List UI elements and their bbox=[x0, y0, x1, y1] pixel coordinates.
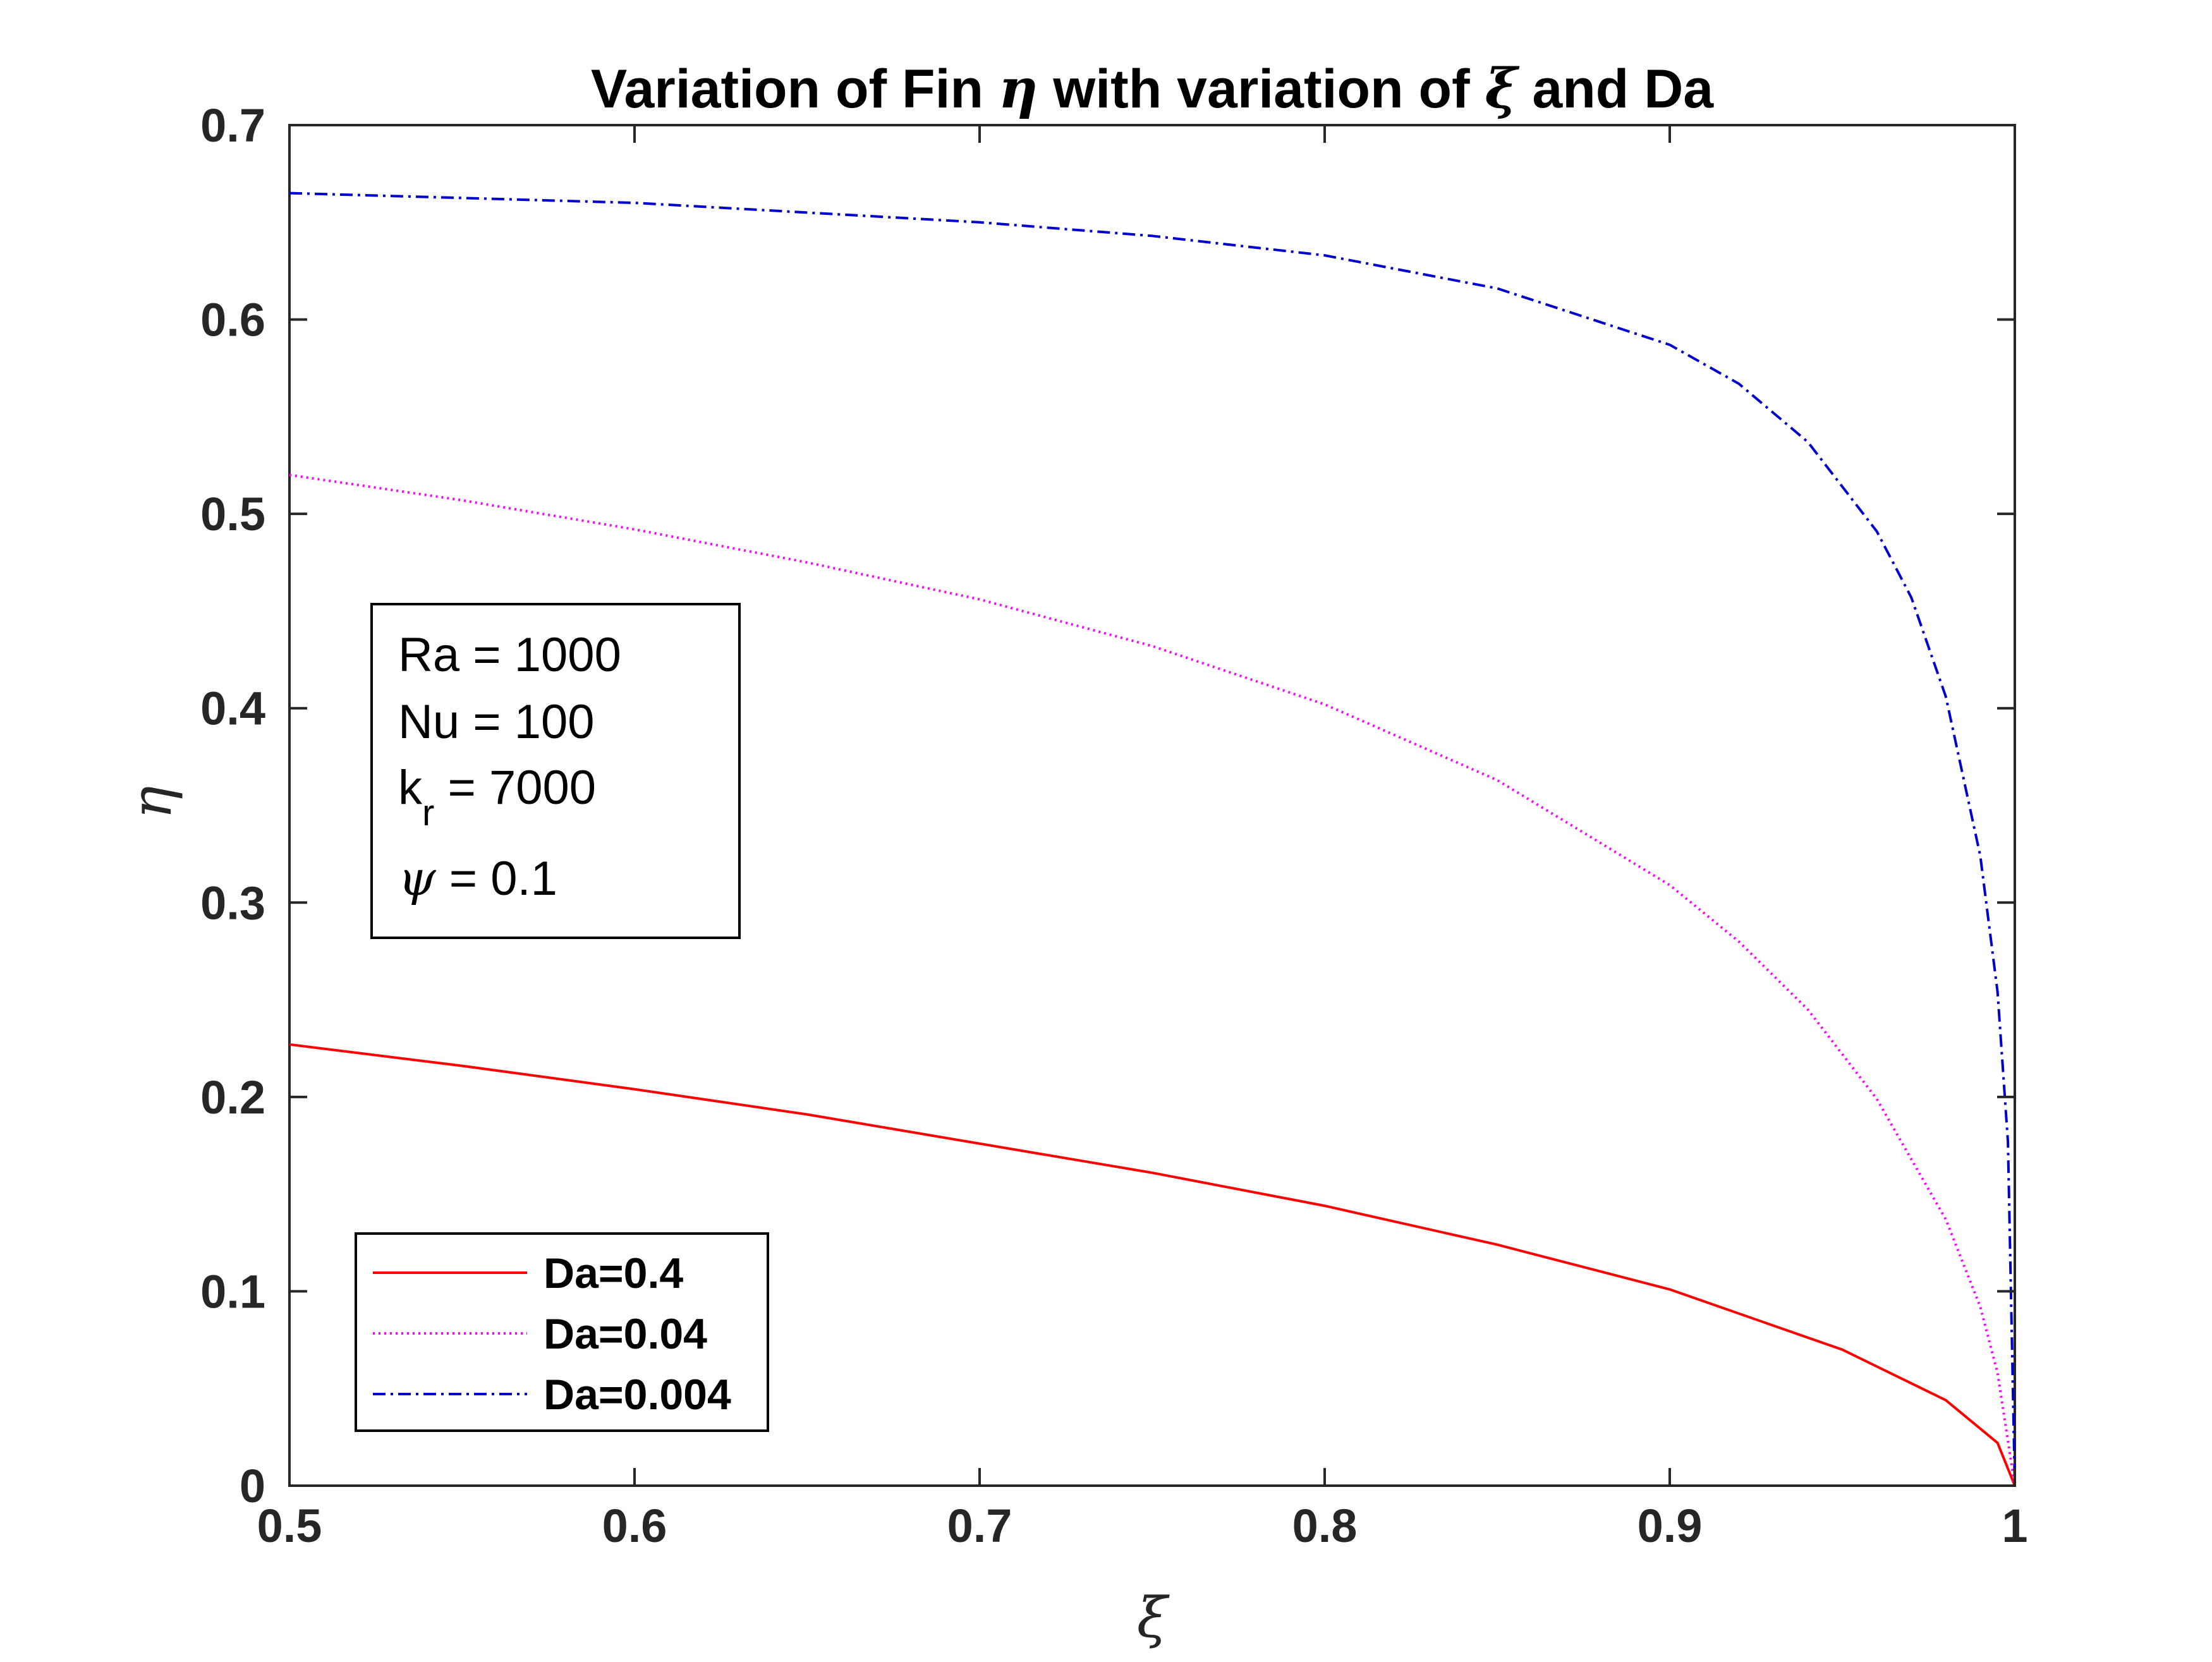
x-tick-label: 0.5 bbox=[257, 1500, 322, 1552]
y-tick-label: 0.3 bbox=[200, 876, 265, 929]
annotation-frame bbox=[370, 603, 741, 939]
annotation-psi: ψ = 0.1 bbox=[398, 850, 557, 906]
tick-layer: 0.5 0.6 0.7 0.8 0.9 1 0 0.1 0.2 0.3 0.4 0.5 0.6 0.7 bbox=[200, 99, 2027, 1552]
legend-label-da-0.04: Da=0.04 bbox=[544, 1310, 707, 1358]
legend-label-da-0.4: Da=0.4 bbox=[544, 1249, 683, 1297]
series-line-da-0.004 bbox=[289, 191, 2016, 1486]
x-axis-label: ξ bbox=[1137, 1585, 1170, 1650]
legend: Da=0.4 Da=0.04 Da=0.004 bbox=[355, 1232, 769, 1432]
legend-label-da-0.004: Da=0.004 bbox=[544, 1371, 731, 1419]
series-layer bbox=[289, 191, 2016, 1486]
annotation-nu: Nu = 100 bbox=[398, 695, 595, 749]
chart-title: Variation of Fin η with variation of ξ a… bbox=[591, 57, 1714, 121]
y-axis-label: η bbox=[119, 786, 184, 820]
y-tick-label: 0.1 bbox=[200, 1265, 265, 1318]
y-tick-label: 0.4 bbox=[200, 682, 265, 735]
annotation-ra: Ra = 1000 bbox=[398, 628, 621, 682]
annotation-box: Ra = 1000 Nu = 100 kr = 7000 ψ = 0.1 bbox=[370, 603, 741, 939]
x-tick-label: 0.8 bbox=[1292, 1500, 1358, 1552]
title-xi-symbol: ξ bbox=[1485, 57, 1520, 121]
series-line-da-0.4 bbox=[289, 1043, 2016, 1486]
y-tick-label: 0.7 bbox=[200, 99, 265, 152]
x-tick-label: 1 bbox=[2002, 1500, 2027, 1552]
y-tick-label: 0.5 bbox=[200, 488, 265, 540]
y-tick-label: 0.2 bbox=[200, 1071, 265, 1124]
x-tick-label: 0.9 bbox=[1638, 1500, 1703, 1552]
x-tick-label: 0.6 bbox=[602, 1500, 667, 1552]
y-tick-label: 0.6 bbox=[200, 294, 265, 346]
y-tick-label: 0 bbox=[240, 1460, 265, 1512]
annotation-kr: kr = 7000 bbox=[398, 761, 596, 834]
x-tick-label: 0.7 bbox=[947, 1500, 1012, 1552]
title-eta-symbol: η bbox=[999, 57, 1038, 121]
